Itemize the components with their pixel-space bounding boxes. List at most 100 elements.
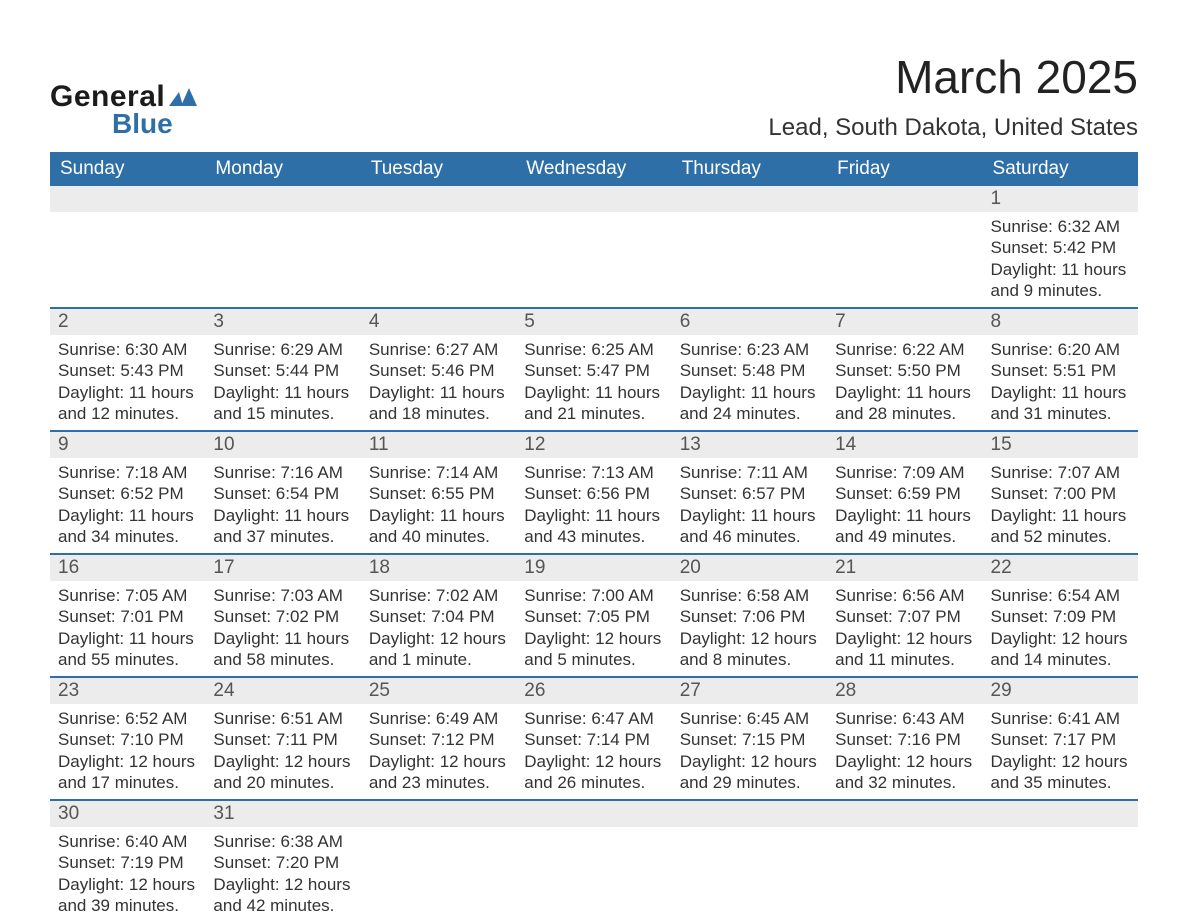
- sunset-line: Sunset: 5:46 PM: [369, 360, 508, 381]
- day-details: Sunrise: 7:05 AMSunset: 7:01 PMDaylight:…: [50, 581, 205, 676]
- daylight-line: Daylight: 11 hours and 28 minutes.: [835, 382, 974, 425]
- day-details: Sunrise: 7:07 AMSunset: 7:00 PMDaylight:…: [983, 458, 1138, 553]
- calendar-day-cell: 10Sunrise: 7:16 AMSunset: 6:54 PMDayligh…: [205, 430, 360, 553]
- weekday-header: Thursday: [672, 152, 827, 186]
- day-details: Sunrise: 7:02 AMSunset: 7:04 PMDaylight:…: [361, 581, 516, 676]
- sunrise-line: Sunrise: 6:27 AM: [369, 339, 508, 360]
- calendar-day-cell: 7Sunrise: 6:22 AMSunset: 5:50 PMDaylight…: [827, 307, 982, 430]
- daylight-line: Daylight: 11 hours and 46 minutes.: [680, 505, 819, 548]
- day-number: 16: [50, 553, 205, 581]
- sunrise-line: Sunrise: 6:40 AM: [58, 831, 197, 852]
- empty-day-body: [50, 212, 205, 307]
- sunrise-line: Sunrise: 7:16 AM: [213, 462, 352, 483]
- day-number: 3: [205, 307, 360, 335]
- sunset-line: Sunset: 6:56 PM: [524, 483, 663, 504]
- day-number: 14: [827, 430, 982, 458]
- calendar-day-cell: 17Sunrise: 7:03 AMSunset: 7:02 PMDayligh…: [205, 553, 360, 676]
- calendar-day-cell: 12Sunrise: 7:13 AMSunset: 6:56 PMDayligh…: [516, 430, 671, 553]
- day-number: 24: [205, 676, 360, 704]
- empty-day-body: [205, 212, 360, 307]
- sunrise-line: Sunrise: 7:03 AM: [213, 585, 352, 606]
- daylight-line: Daylight: 12 hours and 8 minutes.: [680, 628, 819, 671]
- calendar-empty-cell: [205, 186, 360, 307]
- day-number: 11: [361, 430, 516, 458]
- calendar-day-cell: 8Sunrise: 6:20 AMSunset: 5:51 PMDaylight…: [983, 307, 1138, 430]
- weekday-header: Saturday: [983, 152, 1138, 186]
- calendar-empty-cell: [983, 799, 1138, 922]
- calendar-week-row: 9Sunrise: 7:18 AMSunset: 6:52 PMDaylight…: [50, 430, 1138, 553]
- calendar-day-cell: 18Sunrise: 7:02 AMSunset: 7:04 PMDayligh…: [361, 553, 516, 676]
- title-block: March 2025 Lead, South Dakota, United St…: [768, 50, 1138, 142]
- day-number: 30: [50, 799, 205, 827]
- sunset-line: Sunset: 6:59 PM: [835, 483, 974, 504]
- calendar-day-cell: 15Sunrise: 7:07 AMSunset: 7:00 PMDayligh…: [983, 430, 1138, 553]
- day-details: Sunrise: 6:49 AMSunset: 7:12 PMDaylight:…: [361, 704, 516, 799]
- calendar-week-row: 2Sunrise: 6:30 AMSunset: 5:43 PMDaylight…: [50, 307, 1138, 430]
- calendar-day-cell: 14Sunrise: 7:09 AMSunset: 6:59 PMDayligh…: [827, 430, 982, 553]
- calendar-week-row: 23Sunrise: 6:52 AMSunset: 7:10 PMDayligh…: [50, 676, 1138, 799]
- sunset-line: Sunset: 7:01 PM: [58, 606, 197, 627]
- day-details: Sunrise: 6:43 AMSunset: 7:16 PMDaylight:…: [827, 704, 982, 799]
- empty-day-bar: [205, 186, 360, 212]
- calendar-empty-cell: [827, 799, 982, 922]
- sunset-line: Sunset: 5:48 PM: [680, 360, 819, 381]
- day-details: Sunrise: 6:41 AMSunset: 7:17 PMDaylight:…: [983, 704, 1138, 799]
- day-details: Sunrise: 7:18 AMSunset: 6:52 PMDaylight:…: [50, 458, 205, 553]
- day-details: Sunrise: 6:30 AMSunset: 5:43 PMDaylight:…: [50, 335, 205, 430]
- calendar-day-cell: 28Sunrise: 6:43 AMSunset: 7:16 PMDayligh…: [827, 676, 982, 799]
- day-number: 6: [672, 307, 827, 335]
- sunrise-line: Sunrise: 6:29 AM: [213, 339, 352, 360]
- sunset-line: Sunset: 7:11 PM: [213, 729, 352, 750]
- day-number: 20: [672, 553, 827, 581]
- empty-day-bar: [50, 186, 205, 212]
- daylight-line: Daylight: 11 hours and 58 minutes.: [213, 628, 352, 671]
- sunrise-line: Sunrise: 7:13 AM: [524, 462, 663, 483]
- day-number: 19: [516, 553, 671, 581]
- daylight-line: Daylight: 11 hours and 12 minutes.: [58, 382, 197, 425]
- daylight-line: Daylight: 11 hours and 21 minutes.: [524, 382, 663, 425]
- day-details: Sunrise: 6:54 AMSunset: 7:09 PMDaylight:…: [983, 581, 1138, 676]
- empty-day-bar: [983, 799, 1138, 827]
- logo: General Blue: [50, 50, 197, 140]
- day-details: Sunrise: 6:56 AMSunset: 7:07 PMDaylight:…: [827, 581, 982, 676]
- day-details: Sunrise: 6:47 AMSunset: 7:14 PMDaylight:…: [516, 704, 671, 799]
- sunrise-line: Sunrise: 6:20 AM: [991, 339, 1130, 360]
- calendar-day-cell: 9Sunrise: 7:18 AMSunset: 6:52 PMDaylight…: [50, 430, 205, 553]
- calendar-week-row: 1Sunrise: 6:32 AMSunset: 5:42 PMDaylight…: [50, 186, 1138, 307]
- day-details: Sunrise: 6:52 AMSunset: 7:10 PMDaylight:…: [50, 704, 205, 799]
- sunset-line: Sunset: 7:04 PM: [369, 606, 508, 627]
- day-number: 21: [827, 553, 982, 581]
- daylight-line: Daylight: 11 hours and 52 minutes.: [991, 505, 1130, 548]
- sunset-line: Sunset: 5:42 PM: [991, 237, 1130, 258]
- day-number: 8: [983, 307, 1138, 335]
- sunset-line: Sunset: 7:05 PM: [524, 606, 663, 627]
- sunset-line: Sunset: 6:55 PM: [369, 483, 508, 504]
- calendar-day-cell: 20Sunrise: 6:58 AMSunset: 7:06 PMDayligh…: [672, 553, 827, 676]
- sunset-line: Sunset: 5:51 PM: [991, 360, 1130, 381]
- sunset-line: Sunset: 5:50 PM: [835, 360, 974, 381]
- sunset-line: Sunset: 7:16 PM: [835, 729, 974, 750]
- sunrise-line: Sunrise: 6:43 AM: [835, 708, 974, 729]
- empty-day-bar: [361, 799, 516, 827]
- calendar-day-cell: 30Sunrise: 6:40 AMSunset: 7:19 PMDayligh…: [50, 799, 205, 922]
- day-details: Sunrise: 7:09 AMSunset: 6:59 PMDaylight:…: [827, 458, 982, 553]
- daylight-line: Daylight: 12 hours and 29 minutes.: [680, 751, 819, 794]
- calendar-day-cell: 24Sunrise: 6:51 AMSunset: 7:11 PMDayligh…: [205, 676, 360, 799]
- sunset-line: Sunset: 7:00 PM: [991, 483, 1130, 504]
- day-details: Sunrise: 6:45 AMSunset: 7:15 PMDaylight:…: [672, 704, 827, 799]
- day-number: 1: [983, 186, 1138, 212]
- calendar-empty-cell: [516, 186, 671, 307]
- day-details: Sunrise: 6:25 AMSunset: 5:47 PMDaylight:…: [516, 335, 671, 430]
- calendar-day-cell: 26Sunrise: 6:47 AMSunset: 7:14 PMDayligh…: [516, 676, 671, 799]
- sunrise-line: Sunrise: 6:41 AM: [991, 708, 1130, 729]
- calendar-empty-cell: [672, 186, 827, 307]
- weekday-header: Tuesday: [361, 152, 516, 186]
- page-title: March 2025: [768, 50, 1138, 104]
- daylight-line: Daylight: 12 hours and 20 minutes.: [213, 751, 352, 794]
- sunrise-line: Sunrise: 6:52 AM: [58, 708, 197, 729]
- sunrise-line: Sunrise: 6:49 AM: [369, 708, 508, 729]
- daylight-line: Daylight: 11 hours and 9 minutes.: [991, 259, 1130, 302]
- weekday-header: Wednesday: [516, 152, 671, 186]
- empty-day-bar: [827, 186, 982, 212]
- calendar-day-cell: 31Sunrise: 6:38 AMSunset: 7:20 PMDayligh…: [205, 799, 360, 922]
